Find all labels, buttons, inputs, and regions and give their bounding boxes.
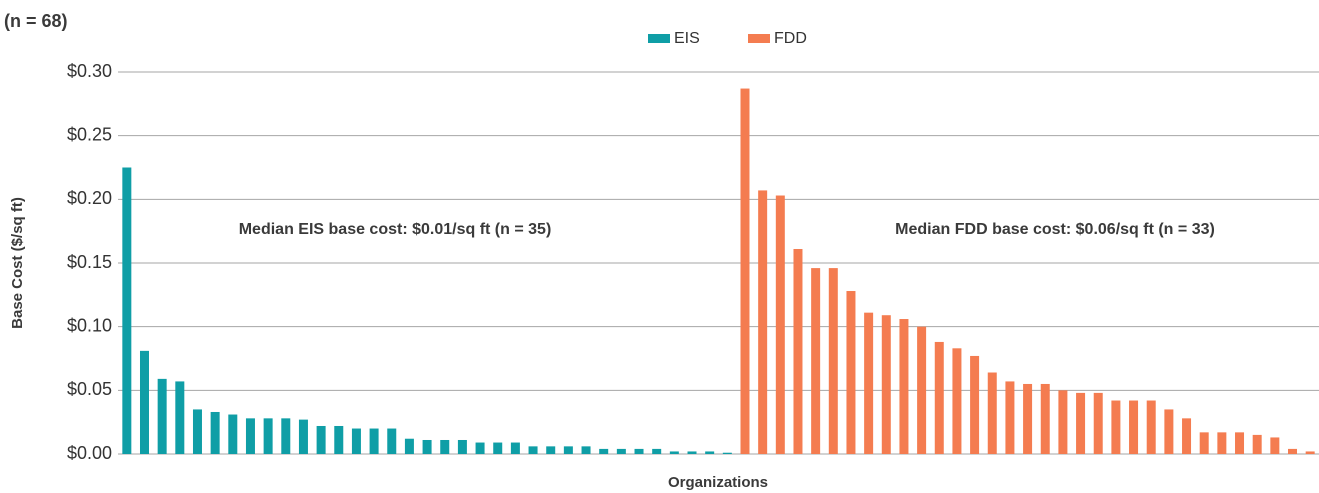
bar [475, 442, 485, 454]
y-tick-label: $0.20 [67, 188, 112, 208]
y-tick-label: $0.25 [67, 124, 112, 144]
legend-label: EIS [674, 30, 700, 47]
bar [334, 425, 344, 454]
legend-swatch [648, 34, 670, 43]
bar [228, 414, 238, 454]
bar [563, 446, 573, 454]
bar [828, 268, 838, 454]
bar [1199, 432, 1209, 454]
y-tick-label: $0.05 [67, 379, 112, 399]
subtitle: (n = 68) [4, 11, 68, 31]
bar [1217, 432, 1227, 454]
y-tick-label: $0.30 [67, 61, 112, 81]
bar [1129, 400, 1139, 454]
bar [705, 451, 715, 454]
y-tick-label: $0.10 [67, 315, 112, 335]
y-tick-label: $0.15 [67, 252, 112, 272]
bar [1093, 392, 1103, 454]
bar [493, 442, 503, 454]
bar [1270, 437, 1280, 454]
y-axis-label: Base Cost ($/sq ft) [9, 197, 26, 329]
bar [528, 446, 538, 454]
annotation: Median EIS base cost: $0.01/sq ft (n = 3… [239, 221, 552, 238]
bar [387, 428, 397, 454]
bar [122, 167, 132, 454]
bar [581, 446, 591, 454]
bar [864, 312, 874, 454]
legend-label: FDD [774, 30, 807, 47]
bar [1076, 392, 1086, 454]
bar [722, 452, 732, 454]
bar [1252, 434, 1262, 454]
bar [1023, 383, 1033, 454]
y-tick-label: $0.00 [67, 443, 112, 463]
bar [899, 319, 909, 454]
bar [457, 439, 467, 454]
bar [652, 448, 662, 454]
bar [263, 418, 273, 454]
bar [970, 355, 980, 454]
bar [846, 291, 856, 454]
bar [546, 446, 556, 454]
bar [934, 341, 944, 454]
bar [740, 88, 750, 454]
legend-swatch [748, 34, 770, 43]
bar [952, 348, 962, 454]
bar [1111, 400, 1121, 454]
bar [157, 378, 167, 454]
bar [440, 439, 450, 454]
bar [599, 448, 609, 454]
bar [281, 418, 291, 454]
bar [422, 439, 432, 454]
bar [1305, 451, 1315, 454]
bar [316, 425, 326, 454]
annotation: Median FDD base cost: $0.06/sq ft (n = 3… [895, 221, 1215, 238]
bar [245, 418, 255, 454]
bar [351, 428, 361, 454]
bar [1235, 432, 1245, 454]
bar [811, 268, 821, 454]
bar [1040, 383, 1050, 454]
bar [775, 195, 785, 454]
bar [669, 451, 679, 454]
bar [510, 442, 520, 454]
bar [139, 350, 149, 454]
x-axis-label: Organizations [668, 474, 768, 491]
bar [616, 448, 626, 454]
bar [758, 190, 768, 455]
bar [192, 409, 202, 454]
bar [1164, 409, 1174, 454]
bar [687, 451, 697, 454]
bar [987, 372, 997, 454]
bar [1182, 418, 1192, 454]
bar [1005, 381, 1015, 454]
bar [917, 326, 927, 454]
bar [793, 248, 803, 454]
bar [298, 419, 308, 454]
bar [404, 438, 414, 454]
bar [1146, 400, 1156, 454]
bar [369, 428, 379, 454]
bar [634, 448, 644, 454]
bar [1288, 448, 1298, 454]
bar [175, 381, 185, 454]
bar [210, 411, 220, 454]
bar [881, 315, 891, 454]
bar [1058, 390, 1068, 454]
